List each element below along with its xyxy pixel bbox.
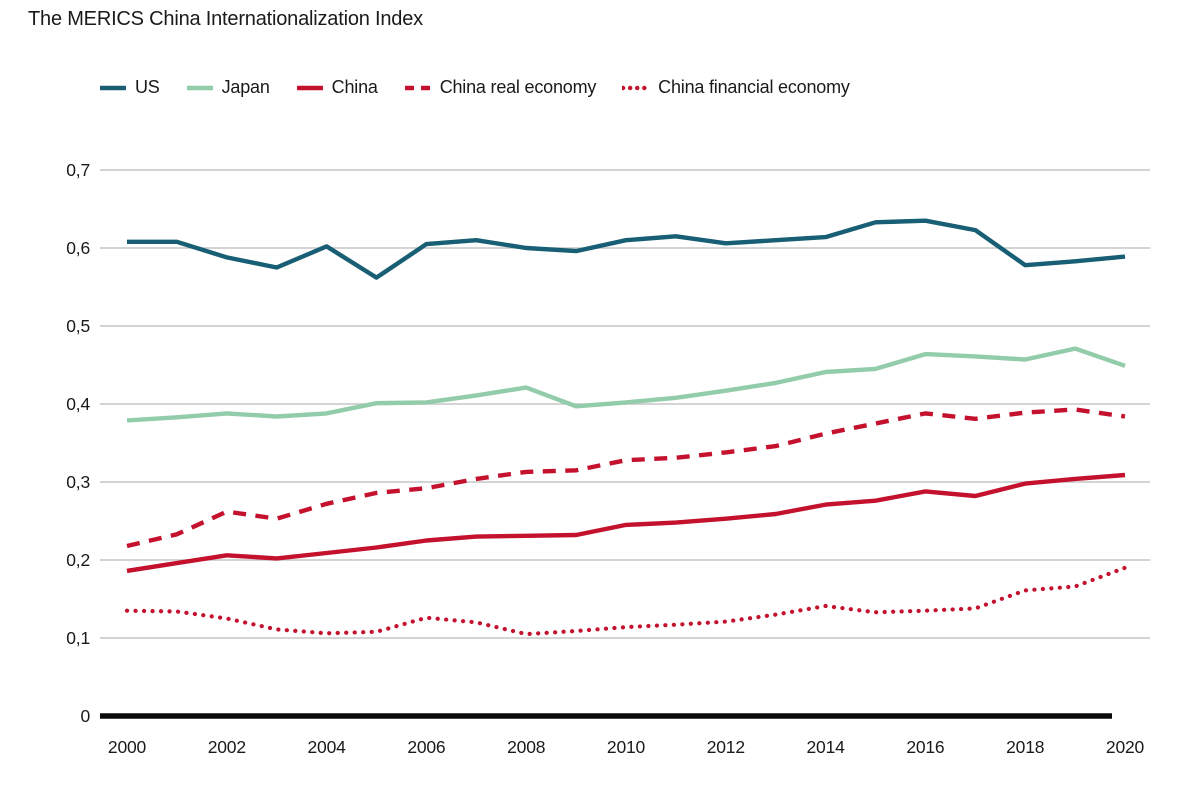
legend-label: China (331, 77, 378, 97)
x-tick-label: 2020 (1106, 737, 1145, 757)
y-tick-label: 0,7 (66, 160, 90, 180)
legend-label: China financial economy (658, 77, 850, 97)
x-tick-label: 2000 (108, 737, 147, 757)
legend-label: Japan (221, 77, 270, 97)
x-tick-label: 2012 (707, 737, 745, 757)
y-tick-label: 0,5 (66, 316, 90, 336)
y-tick-label: 0,2 (66, 550, 90, 570)
series-line-china (126, 472, 1126, 574)
legend-swatch-dotted-icon (622, 85, 651, 90)
legend-label: US (135, 77, 160, 97)
x-tick-label: 2006 (407, 737, 445, 757)
legend-item-us: US (99, 77, 160, 98)
legend-swatch-solid-icon (296, 85, 323, 90)
legend-label: China real economy (439, 77, 597, 97)
x-tick-label: 2004 (308, 737, 347, 757)
legend-item-china: China (296, 77, 378, 98)
legend-swatch-dashed-icon (404, 85, 431, 90)
x-tick-label: 2008 (507, 737, 545, 757)
legend-item-japan: Japan (186, 77, 270, 98)
legend-item-china-real-economy: China real economy (404, 77, 596, 98)
series-line-us (127, 218, 1126, 280)
legend-swatch-solid-icon (100, 85, 126, 90)
y-tick-label: 0,4 (66, 394, 90, 414)
x-tick-label: 2018 (1006, 737, 1044, 757)
x-tick-label: 2014 (807, 737, 846, 757)
y-tick-label: 0 (80, 706, 90, 726)
x-tick-label: 2016 (906, 737, 944, 757)
chart-legend: US Japan China China real economy China fina… (99, 77, 850, 98)
x-tick-label: 2002 (208, 737, 246, 757)
series-line-japan (126, 346, 1126, 423)
x-tick-label: 2010 (607, 737, 646, 757)
y-tick-label: 0,6 (66, 238, 90, 258)
legend-swatch-solid-icon (186, 85, 213, 90)
legend-item-china-financial-economy: China financial economy (622, 77, 850, 98)
y-tick-label: 0,1 (66, 628, 90, 648)
y-tick-label: 0,3 (66, 472, 90, 492)
series-line-china-financial-economy (124, 565, 1128, 637)
chart-title: The MERICS China Internationalization In… (28, 8, 423, 30)
